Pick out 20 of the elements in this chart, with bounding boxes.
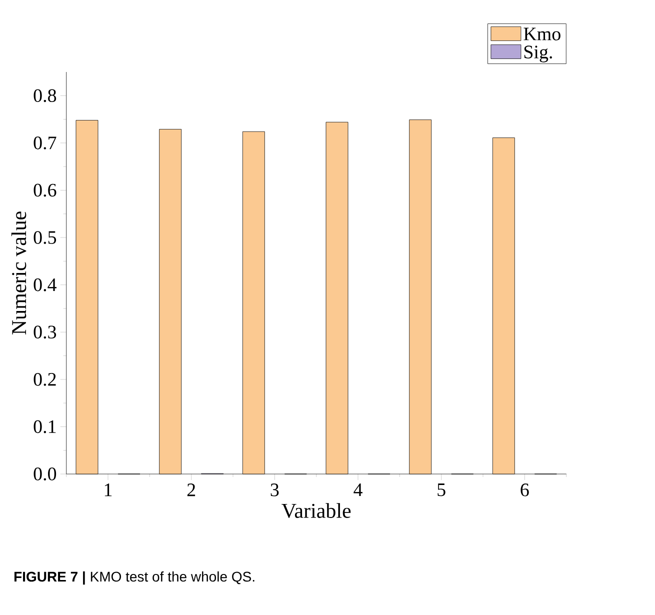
text: FIGURE 7 | KMO test of the whole QS. [14, 571, 254, 585]
y-axis-title: Numeric value [11, 212, 26, 334]
y-tick-label: 0.3 [34, 326, 56, 339]
y-tick-label: 0.8 [34, 89, 56, 102]
x-tick-label: 4 [354, 484, 362, 496]
x-tick-label: 5 [438, 484, 446, 496]
y-tick-label: 0.2 [34, 372, 56, 386]
x-tick-label: 2 [187, 484, 196, 496]
x-tick-label: 1 [104, 484, 112, 496]
x-tick-label: 3 [270, 484, 279, 496]
y-tick-label: 0.5 [34, 231, 56, 244]
y-tick-label: 0.7 [34, 136, 56, 150]
y-tick-label: 0.0 [34, 468, 56, 480]
x-axis-title: Variable [282, 503, 351, 518]
legend-label: Sig. [524, 46, 552, 62]
y-tick-label: 0.1 [34, 420, 56, 434]
y-tick-label: 0.6 [34, 184, 56, 197]
x-tick-label: 6 [520, 484, 529, 496]
legend-label: Kmo [524, 28, 560, 40]
y-tick-label: 0.4 [34, 278, 57, 292]
